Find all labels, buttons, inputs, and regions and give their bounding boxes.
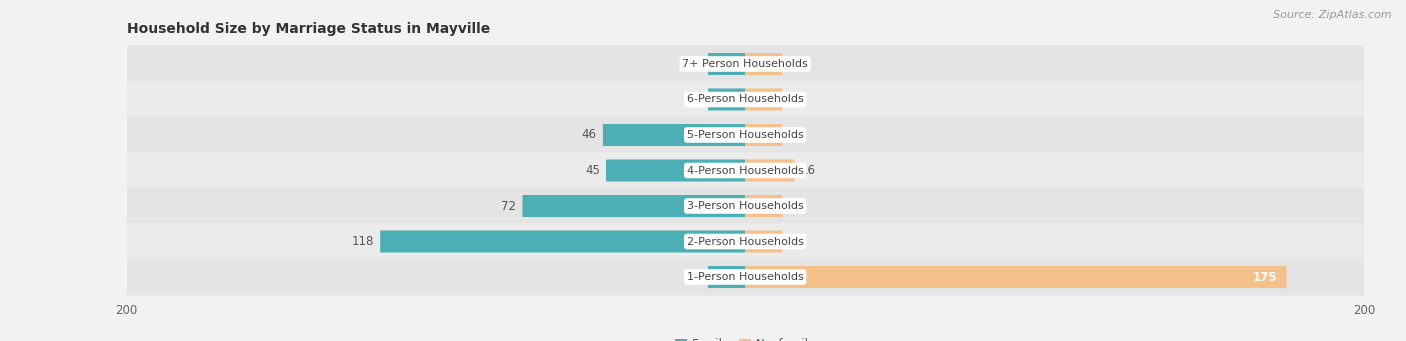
FancyBboxPatch shape [120,188,1371,224]
FancyBboxPatch shape [523,195,745,217]
FancyBboxPatch shape [745,231,782,252]
Text: 0: 0 [789,93,796,106]
Text: 0: 0 [789,58,796,71]
Text: 0: 0 [695,93,702,106]
Text: Source: ZipAtlas.com: Source: ZipAtlas.com [1274,10,1392,20]
FancyBboxPatch shape [120,81,1371,118]
FancyBboxPatch shape [745,160,794,181]
Text: 5-Person Households: 5-Person Households [686,130,804,140]
Text: 6-Person Households: 6-Person Households [686,94,804,104]
FancyBboxPatch shape [603,124,745,146]
Text: 0: 0 [695,58,702,71]
FancyBboxPatch shape [380,231,745,252]
Text: 0: 0 [695,270,702,283]
Text: Household Size by Marriage Status in Mayville: Household Size by Marriage Status in May… [127,21,489,35]
FancyBboxPatch shape [709,266,745,288]
FancyBboxPatch shape [120,258,1371,295]
Legend: Family, Nonfamily: Family, Nonfamily [675,338,815,341]
FancyBboxPatch shape [120,46,1371,83]
Text: 7+ Person Households: 7+ Person Households [682,59,808,69]
FancyBboxPatch shape [606,160,745,181]
FancyBboxPatch shape [709,89,745,110]
Text: 1-Person Households: 1-Person Households [686,272,804,282]
Text: 2-Person Households: 2-Person Households [686,237,804,247]
FancyBboxPatch shape [709,53,745,75]
Text: 45: 45 [585,164,600,177]
Text: 175: 175 [1253,270,1277,283]
FancyBboxPatch shape [745,53,782,75]
FancyBboxPatch shape [745,266,1286,288]
Text: 0: 0 [789,199,796,212]
Text: 4-Person Households: 4-Person Households [686,165,804,176]
FancyBboxPatch shape [120,223,1371,260]
FancyBboxPatch shape [120,152,1371,189]
Text: 0: 0 [789,129,796,142]
FancyBboxPatch shape [745,124,782,146]
FancyBboxPatch shape [120,117,1371,153]
Text: 2: 2 [789,235,796,248]
Text: 46: 46 [582,129,596,142]
Text: 118: 118 [352,235,374,248]
FancyBboxPatch shape [745,195,782,217]
Text: 72: 72 [502,199,516,212]
Text: 3-Person Households: 3-Person Households [686,201,804,211]
FancyBboxPatch shape [745,89,782,110]
Text: 16: 16 [801,164,815,177]
